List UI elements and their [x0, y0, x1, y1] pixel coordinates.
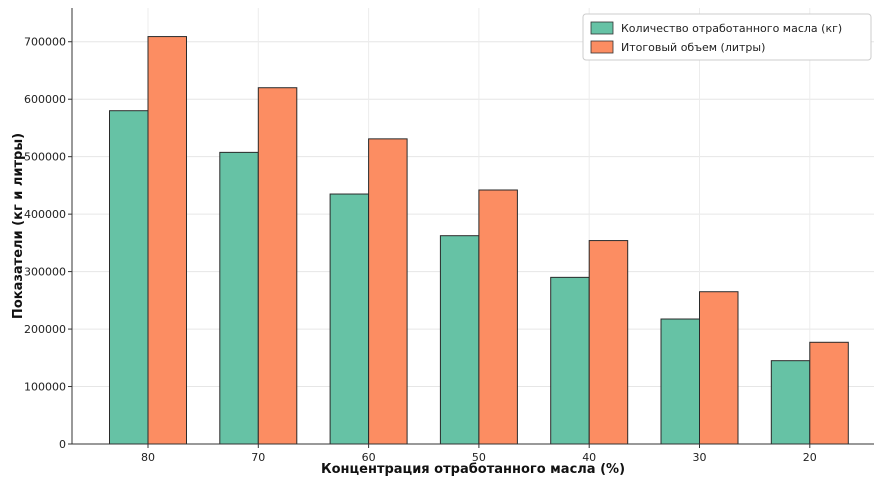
x-axis-title: Концентрация отработанного масла (%)	[321, 462, 625, 477]
y-tick-label: 700000	[24, 36, 66, 49]
x-tick-label: 80	[141, 451, 155, 464]
bar-kg	[551, 277, 590, 444]
y-tick-label: 200000	[24, 323, 66, 336]
bar-liters	[258, 88, 297, 444]
y-tick-label: 100000	[24, 381, 66, 394]
x-tick-label: 30	[693, 451, 707, 464]
bar-liters	[589, 241, 628, 444]
y-tick-label: 300000	[24, 266, 66, 279]
legend-swatch-liters	[591, 41, 613, 53]
y-tick-label: 0	[59, 438, 66, 451]
legend: Количество отработанного масла (кг) Итог…	[583, 14, 871, 60]
bar-liters	[479, 190, 518, 444]
x-tick-label: 70	[251, 451, 265, 464]
y-tick-label: 600000	[24, 93, 66, 106]
bar-kg	[771, 361, 810, 444]
bar-kg	[220, 152, 258, 444]
bar-liters	[810, 342, 849, 444]
bar-kg	[330, 194, 369, 444]
x-tick-label: 20	[803, 451, 817, 464]
legend-label-liters: Итоговый объем (литры)	[621, 41, 765, 54]
legend-label-kg: Количество отработанного масла (кг)	[621, 22, 842, 35]
y-tick-label: 400000	[24, 208, 66, 221]
bar-liters	[700, 292, 739, 444]
bar-liters	[369, 139, 408, 444]
bar-kg	[440, 236, 479, 444]
bar-liters	[148, 37, 187, 444]
y-tick-label: 500000	[24, 151, 66, 164]
bar-kg	[110, 111, 149, 444]
y-axis-title: Показатели (кг и литры)	[11, 133, 26, 319]
legend-swatch-kg	[591, 22, 613, 34]
bar-kg	[661, 319, 700, 444]
